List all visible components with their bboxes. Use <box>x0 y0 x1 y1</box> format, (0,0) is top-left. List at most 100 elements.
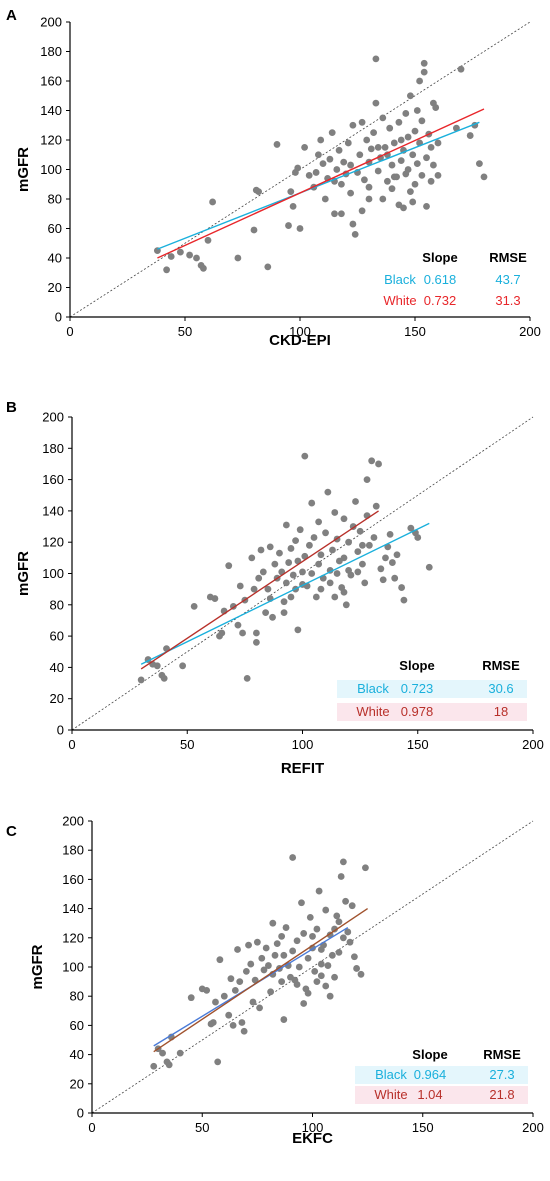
data-point <box>349 121 357 129</box>
data-point <box>338 180 345 188</box>
data-point <box>167 253 175 260</box>
data-point <box>400 204 407 212</box>
data-point <box>193 254 200 262</box>
table-row-slope: 0.618 <box>424 272 457 287</box>
y-tick-label: 80 <box>70 989 84 1004</box>
data-point <box>280 598 288 606</box>
data-point <box>430 161 437 169</box>
data-point <box>372 55 380 63</box>
data-point <box>331 593 339 601</box>
table-row-slope: 0.723 <box>401 681 434 696</box>
data-point <box>243 674 251 682</box>
data-point <box>358 207 366 215</box>
data-point <box>179 662 187 670</box>
table-row-name: White <box>374 1087 407 1102</box>
data-point <box>239 629 246 637</box>
data-point <box>204 236 212 244</box>
data-point <box>342 897 349 905</box>
data-point <box>359 541 366 549</box>
y-tick-label: 160 <box>42 472 64 487</box>
x-tick-label: 50 <box>178 324 192 339</box>
data-point <box>358 118 366 126</box>
data-point <box>273 940 281 948</box>
data-point <box>315 151 322 159</box>
data-point <box>386 124 394 132</box>
y-tick-label: 120 <box>40 133 62 148</box>
data-point <box>411 127 419 135</box>
data-point <box>260 966 268 974</box>
data-point <box>377 565 385 573</box>
data-point <box>335 146 343 154</box>
y-tick-label: 160 <box>62 872 84 887</box>
data-point <box>287 593 295 601</box>
table-header: Slope <box>412 1047 447 1062</box>
y-tick-label: 80 <box>48 192 62 207</box>
data-point <box>363 476 371 483</box>
x-tick-label: 150 <box>407 737 429 752</box>
data-point <box>287 188 295 196</box>
y-tick-label: 40 <box>50 660 64 675</box>
data-point <box>350 953 358 961</box>
table-header: RMSE <box>489 250 527 265</box>
data-point <box>434 139 442 147</box>
y-tick-label: 120 <box>62 930 84 945</box>
data-point <box>345 566 352 574</box>
data-point <box>240 1027 248 1035</box>
data-point <box>304 954 312 962</box>
data-point <box>379 576 387 584</box>
y-tick-label: 100 <box>42 566 64 581</box>
y-tick-label: 0 <box>77 1106 84 1121</box>
data-point <box>289 202 297 210</box>
data-point <box>416 77 423 85</box>
data-point <box>337 873 345 880</box>
data-point <box>384 177 391 185</box>
data-point <box>407 524 415 532</box>
data-point <box>375 460 382 468</box>
data-point <box>322 906 330 914</box>
data-point <box>282 924 290 931</box>
table-row-rmse: 31.3 <box>495 293 520 308</box>
data-point <box>296 225 304 232</box>
data-point <box>317 972 325 980</box>
data-point <box>300 930 308 937</box>
data-point <box>293 937 301 945</box>
data-point <box>264 585 272 593</box>
table-header: RMSE <box>482 658 520 673</box>
y-tick-label: 180 <box>40 44 62 59</box>
y-tick-label: 20 <box>70 1076 84 1091</box>
data-point <box>292 537 299 545</box>
data-point <box>352 498 359 505</box>
data-point <box>163 266 171 274</box>
data-point <box>480 173 488 181</box>
data-point <box>427 143 435 151</box>
data-point <box>398 584 406 591</box>
data-point <box>315 518 323 526</box>
data-point <box>295 963 303 971</box>
data-point <box>276 549 283 557</box>
data-point <box>418 117 426 125</box>
data-point <box>409 198 417 206</box>
data-point <box>372 99 380 107</box>
data-point <box>349 220 357 228</box>
data-point <box>397 136 405 144</box>
data-point <box>285 222 292 229</box>
data-point <box>190 602 198 610</box>
data-point <box>418 172 426 179</box>
table-row-rmse: 18 <box>494 704 508 719</box>
data-point <box>476 160 483 168</box>
data-point <box>280 1016 288 1023</box>
data-point <box>374 167 382 175</box>
data-point <box>329 546 336 554</box>
y-tick-label: 200 <box>40 15 62 30</box>
data-point <box>253 638 260 646</box>
y-axis-title: mGFR <box>15 551 32 596</box>
data-point <box>262 944 270 952</box>
chart-panel-a: A 0 20 40 60 80 100 120 140 160 180 200 0 50 100 150 200… <box>6 7 541 349</box>
table-row-bg <box>355 1086 528 1104</box>
table-row-name: White <box>356 704 389 719</box>
fit-line-black <box>157 121 480 250</box>
data-point <box>259 568 267 576</box>
data-point <box>255 574 263 582</box>
data-point <box>322 982 330 990</box>
